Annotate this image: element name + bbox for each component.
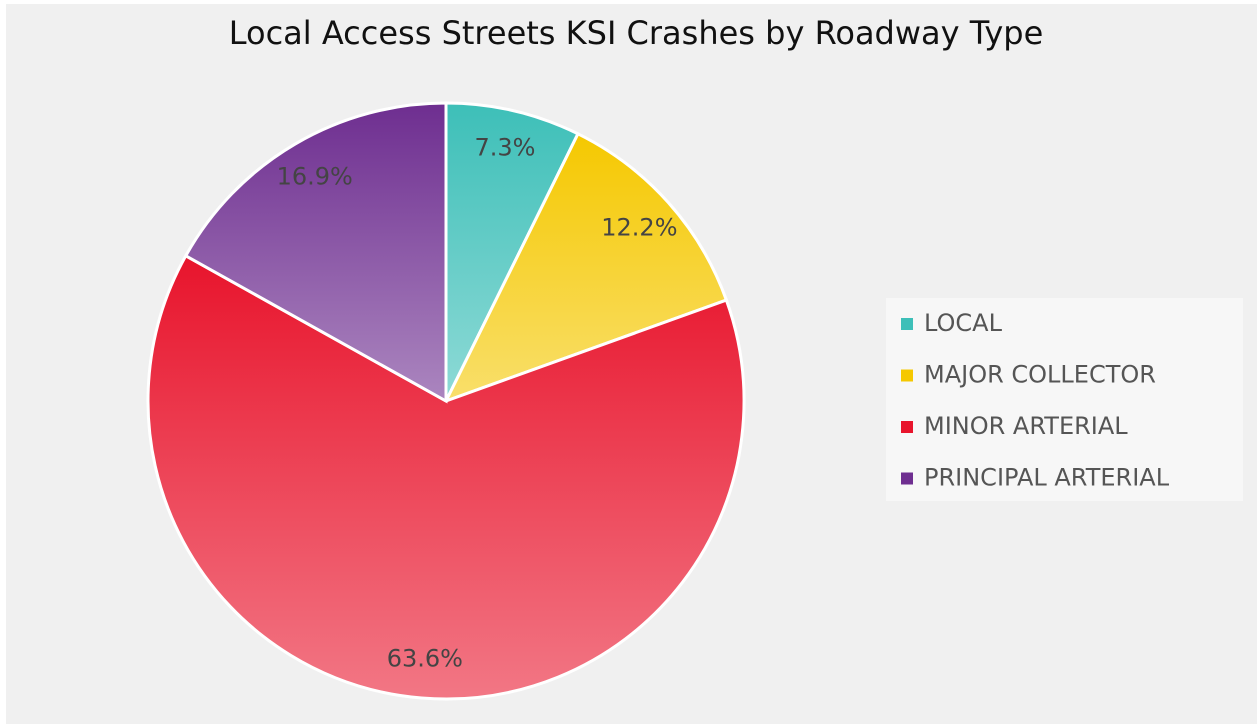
pie-slice bbox=[146, 253, 746, 701]
data-label: 7.3% bbox=[474, 134, 535, 162]
data-label: 16.9% bbox=[277, 162, 353, 190]
pie-slice bbox=[443, 131, 729, 404]
pie-slice bbox=[183, 101, 448, 404]
data-label: 63.6% bbox=[387, 644, 463, 672]
chart-title: Local Access Streets KSI Crashes by Road… bbox=[229, 14, 1044, 52]
legend-label: MAJOR COLLECTOR bbox=[924, 361, 1156, 389]
legend-box bbox=[886, 298, 1243, 501]
legend-marker bbox=[901, 369, 913, 382]
pie-slice bbox=[444, 101, 580, 402]
legend-marker bbox=[901, 421, 913, 433]
legend-marker bbox=[901, 318, 913, 330]
legend-marker bbox=[901, 472, 913, 485]
legend-label: LOCAL bbox=[924, 309, 1003, 337]
data-label: 12.2% bbox=[601, 213, 677, 241]
legend-label: MINOR ARTERIAL bbox=[924, 412, 1128, 440]
legend-label: PRINCIPAL ARTERIAL bbox=[924, 464, 1170, 492]
